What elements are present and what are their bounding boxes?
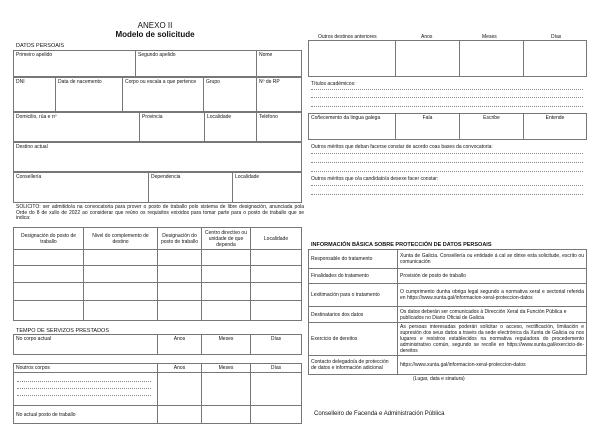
section-service: TEMPO DE SERVIZOS PRESTADOS bbox=[16, 328, 110, 334]
dotted-line bbox=[311, 106, 583, 107]
label-academic-titles: Títulos académicos: bbox=[311, 81, 356, 87]
personal-row3: Domicilio, rúa e nº Provincia Localidade… bbox=[13, 112, 302, 142]
dotted-line bbox=[311, 97, 583, 98]
label-months: Meses bbox=[201, 363, 251, 373]
label-prev-destinations: Outros destinos anteriores bbox=[318, 34, 377, 40]
personal-row4: Destino actual bbox=[13, 142, 302, 172]
label-days: Días bbox=[551, 34, 562, 40]
col-level: Nivel do complemento de destino bbox=[83, 227, 158, 250]
personal-row2: DNI Data de nacemento Corpo ou escala a … bbox=[13, 77, 302, 112]
privacy-value: Os datos deberán ser comunicados á Direc… bbox=[397, 306, 587, 323]
service-other-table: Noutros corpos Anos Meses Días No actual… bbox=[13, 363, 302, 424]
dotted-line bbox=[17, 381, 151, 382]
label-current-post: No actual posto de traballo bbox=[13, 405, 158, 424]
col-post: Designación do posto de traballo bbox=[13, 227, 84, 250]
label-galician: Coñecemento da lingua galega bbox=[308, 113, 396, 140]
field-dni[interactable]: DNI bbox=[13, 77, 56, 112]
privacy-key: Responsable do tratamento bbox=[308, 249, 398, 269]
galician-table: Coñecemento da lingua galega Fala Escrib… bbox=[308, 113, 587, 140]
request-text: SOLICITO: ser admitido/a na convocatoria… bbox=[16, 204, 304, 221]
label-months[interactable]: Meses bbox=[201, 334, 251, 355]
label-years[interactable]: Anos bbox=[157, 334, 202, 355]
label-speaks[interactable]: Fala bbox=[395, 113, 460, 140]
label-understands[interactable]: Entende bbox=[523, 113, 587, 140]
label-merits-bases: Outros méritos que deban facerse constar… bbox=[311, 144, 493, 150]
field-group[interactable]: Grupo bbox=[203, 77, 257, 112]
table-row bbox=[13, 249, 302, 266]
service-current-table: No corpo actual Anos Meses Días bbox=[13, 334, 302, 355]
privacy-key: Destinatarios dos datos bbox=[308, 306, 398, 323]
field-birthdate[interactable]: Data de nacemento bbox=[55, 77, 123, 112]
annex-label: ANEXO II bbox=[137, 21, 173, 30]
dotted-line bbox=[311, 194, 583, 195]
privacy-key: Finalidades do tratamento bbox=[308, 268, 398, 284]
addressee: Conselleiro de Facenda e Administración … bbox=[314, 411, 445, 417]
privacy-key: Exercicio de dereitos bbox=[308, 322, 398, 356]
privacy-value: Provisión de posto de traballo bbox=[397, 268, 587, 284]
label-other-corps: Noutros corpos bbox=[13, 363, 158, 373]
label-years: Anos bbox=[157, 363, 202, 373]
section-personal: DATOS PERSOAIS bbox=[16, 43, 65, 49]
section-privacy: INFORMACIÓN BÁSICA SOBRE PROTECCIÓN DE D… bbox=[311, 242, 492, 248]
dotted-line bbox=[311, 89, 583, 90]
privacy-link[interactable]: https://www.xunta.gal/informacion-xeral-… bbox=[397, 355, 587, 375]
privacy-table: Responsable do tratamento Xunta de Galici… bbox=[308, 249, 587, 375]
personal-row1: Primeiro apelido Segundo apelido Nome bbox=[13, 50, 302, 77]
field-second-surname[interactable]: Segundo apelido bbox=[135, 50, 257, 77]
label-days: Días bbox=[250, 363, 302, 373]
field-name[interactable]: Nome bbox=[256, 50, 302, 77]
signature-label: (Lugar, data e sinatura) bbox=[413, 376, 465, 382]
label-months: Meses bbox=[482, 34, 497, 40]
post-table: Designación do posto de traballo Nivel d… bbox=[13, 227, 302, 321]
label-merits-other: Outros méritos que o/a candidato/a desex… bbox=[311, 176, 439, 182]
label-years: Anos bbox=[421, 34, 433, 40]
dotted-line bbox=[311, 171, 583, 172]
field-rp[interactable]: Nº de RP bbox=[256, 77, 302, 112]
field-province[interactable]: Provincia bbox=[139, 112, 205, 142]
privacy-value: O cumprimento dunha obriga legal segundo… bbox=[397, 283, 587, 307]
personal-row5: Consellería Dependencia Localidade bbox=[13, 172, 302, 203]
table-row bbox=[13, 282, 302, 301]
table-row bbox=[13, 265, 302, 283]
field-locality-2[interactable]: Localidade bbox=[232, 172, 302, 203]
dotted-line bbox=[311, 185, 583, 186]
privacy-value: Xunta de Galicia. Consellería ou entidad… bbox=[397, 249, 587, 269]
col-center: Centro directivo ou unidade de que depen… bbox=[201, 227, 251, 250]
col-locality: Localidade bbox=[250, 227, 302, 250]
dotted-line bbox=[311, 153, 583, 154]
field-department[interactable]: Consellería bbox=[13, 172, 149, 203]
prev-destinations-table bbox=[308, 40, 587, 77]
privacy-key: Lexitimación para o tratamento bbox=[308, 283, 398, 307]
dotted-line bbox=[17, 388, 151, 389]
field-first-surname[interactable]: Primeiro apelido bbox=[13, 50, 136, 77]
field-address[interactable]: Domicilio, rúa e nº bbox=[13, 112, 140, 142]
label-days[interactable]: Días bbox=[250, 334, 302, 355]
page-title: Modelo de solicitude bbox=[115, 30, 195, 39]
label-writes[interactable]: Escribe bbox=[459, 113, 524, 140]
field-corps[interactable]: Corpo ou escala a que pertence bbox=[122, 77, 204, 112]
label-current-corps: No corpo actual bbox=[13, 334, 158, 355]
field-current-post[interactable]: Destino actual bbox=[13, 142, 302, 172]
table-row bbox=[13, 300, 302, 321]
col-post-2: Designación do posto de traballo bbox=[157, 227, 202, 250]
dotted-line bbox=[17, 395, 151, 396]
privacy-key: Contacto delegado/a de protección de dat… bbox=[308, 355, 398, 375]
field-phone[interactable]: Teléfono bbox=[256, 112, 302, 142]
field-locality[interactable]: Localidade bbox=[204, 112, 257, 142]
privacy-value: As persoas interesadas poderán solicitar… bbox=[397, 322, 587, 356]
dotted-line bbox=[311, 162, 583, 163]
field-dependency[interactable]: Dependencia bbox=[148, 172, 233, 203]
